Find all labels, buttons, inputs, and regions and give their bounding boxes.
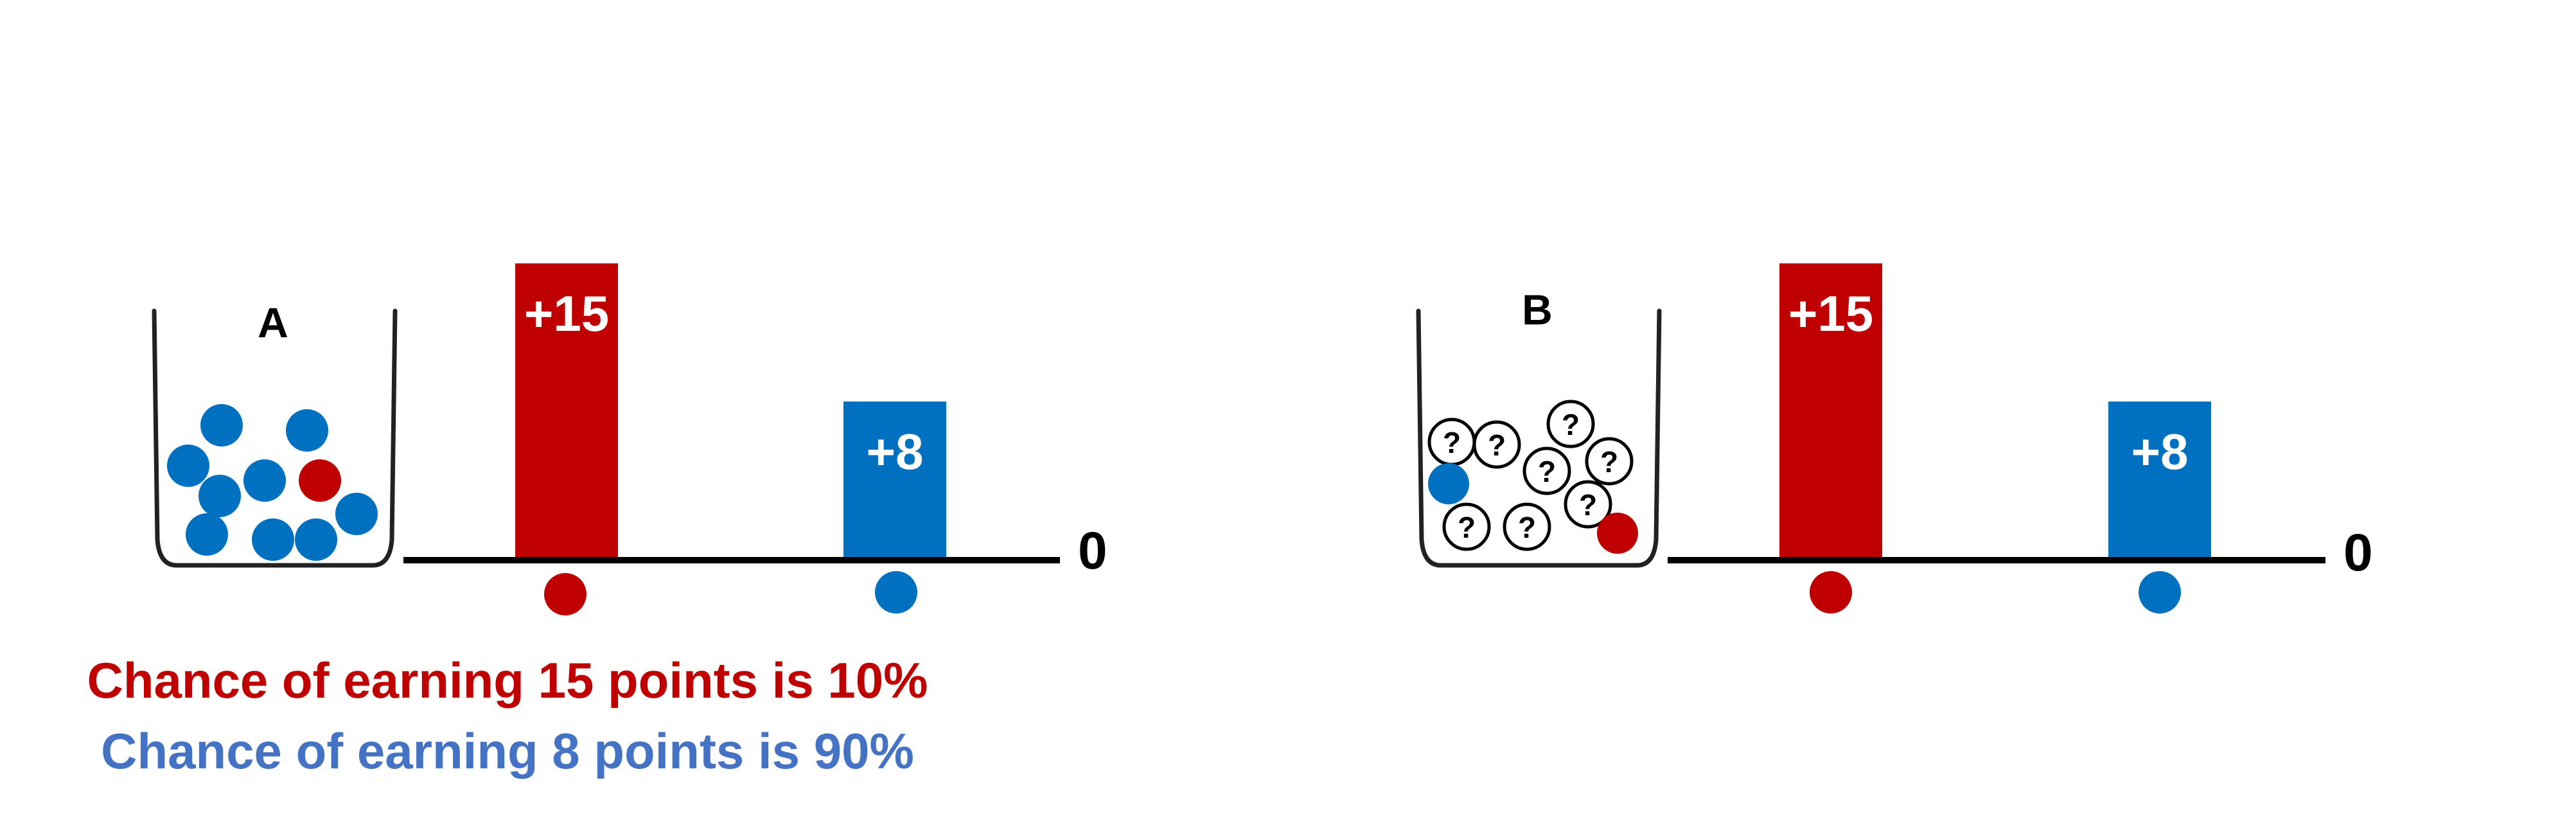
blue-ball <box>167 445 209 487</box>
unknown-ball: ? <box>1472 420 1521 469</box>
panel-b: B ? ? ? ? ? <box>1416 263 2373 614</box>
unknown-ball: ? <box>1503 502 1551 551</box>
unknown-ball: ? <box>1564 480 1612 529</box>
bar-b-8-label: +8 <box>2131 423 2189 480</box>
bar-b-15 <box>1779 263 1882 560</box>
cup-b-outline <box>1416 308 1662 568</box>
red-ball <box>299 459 341 502</box>
bar-a-15-label: +15 <box>524 285 609 342</box>
svg-text:?: ? <box>1562 408 1580 441</box>
baseline-b-zero-label: 0 <box>2343 524 2373 582</box>
svg-text:?: ? <box>1579 488 1597 522</box>
bar-a-8 <box>843 402 946 560</box>
blue-ball <box>186 513 228 556</box>
panel-a: A +15 +8 0 <box>152 263 1107 615</box>
svg-text:?: ? <box>1518 511 1536 544</box>
blue-ball <box>286 409 328 452</box>
svg-text:?: ? <box>1538 455 1556 488</box>
unknown-ball: ? <box>1546 400 1595 448</box>
cup-b-unknown-balls: ? ? ? ? ? ? ? <box>1427 400 1634 551</box>
outcome-red-marker <box>1810 571 1852 614</box>
blue-ball <box>243 459 286 502</box>
svg-text:?: ? <box>1600 445 1618 479</box>
cup-b-label: B <box>1522 286 1553 333</box>
chance-text-red: Chance of earning 15 points is 10% <box>87 652 928 709</box>
blue-ball <box>1428 463 1469 504</box>
unknown-ball: ? <box>1427 418 1476 466</box>
svg-text:?: ? <box>1458 511 1476 544</box>
cup-a-label: A <box>258 299 288 346</box>
bar-a-8-label: +8 <box>867 423 924 480</box>
outcome-red-marker <box>544 573 587 615</box>
outcome-blue-marker <box>875 571 917 614</box>
cup-a-balls <box>167 404 378 561</box>
blue-ball <box>335 493 378 535</box>
blue-ball <box>295 518 337 561</box>
blue-ball <box>252 518 294 561</box>
outcome-blue-marker <box>2139 571 2181 614</box>
unknown-ball: ? <box>1442 502 1491 551</box>
bar-b-15-label: +15 <box>1788 285 1873 342</box>
blue-ball <box>200 404 243 446</box>
bar-a-15 <box>515 263 618 560</box>
red-ball <box>1597 513 1638 554</box>
svg-text:?: ? <box>1488 428 1506 462</box>
unknown-ball: ? <box>1585 437 1634 486</box>
unknown-ball: ? <box>1522 446 1571 495</box>
baseline-a-zero-label: 0 <box>1078 522 1107 580</box>
blue-ball <box>198 475 241 517</box>
svg-text:?: ? <box>1443 426 1461 459</box>
cup-a-outline <box>152 308 398 568</box>
bar-b-8 <box>2108 402 2211 560</box>
chance-text-blue: Chance of earning 8 points is 90% <box>101 723 914 779</box>
